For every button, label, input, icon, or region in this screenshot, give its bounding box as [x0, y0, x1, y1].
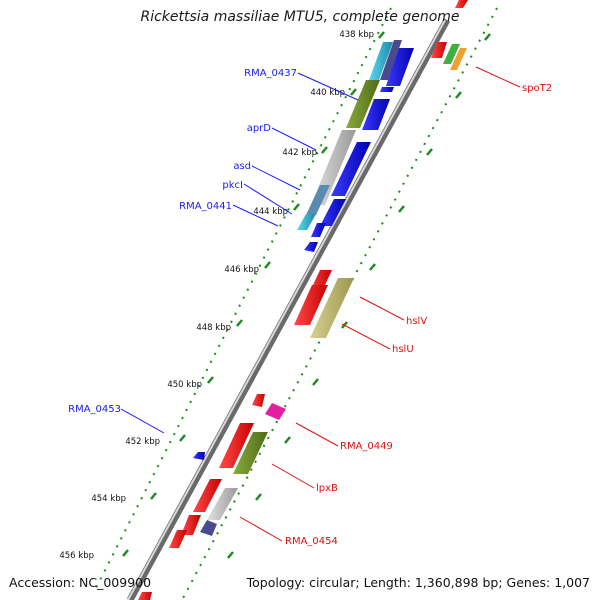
reverse-gene-labels: RMA_0437 aprD asd pkcI RMA_0441 RMA_0453: [68, 68, 297, 415]
forward-strand-genes: [138, 0, 468, 600]
gene-forward-big[interactable]: [219, 423, 254, 468]
tick-labels: 438 kbp 440 kbp 442 kbp 444 kbp 446 kbp …: [59, 30, 374, 561]
gene-forward-low-1[interactable]: [169, 530, 187, 548]
forward-gene-labels: spoT2 hslV hslU RMA_0449 lpxB RMA_0454: [285, 83, 552, 547]
tick-label-442: 442 kbp: [282, 148, 317, 158]
gene-forward-hslv-2[interactable]: [294, 285, 328, 325]
gene-forward-spot2[interactable]: [431, 42, 447, 58]
gene-cog-grey-lpxb[interactable]: [207, 488, 238, 520]
tick-label-454: 454 kbp: [91, 494, 126, 504]
tick-label-452: 452 kbp: [125, 437, 160, 447]
genome-backbone-highlight: [127, 19, 446, 600]
tick-label-446: 446 kbp: [224, 265, 259, 275]
reverse-callouts: [120, 72, 359, 434]
tick-track-inner: [94, 7, 392, 591]
gene-cog-steel[interactable]: [306, 185, 330, 215]
gene-forward-bottom[interactable]: [138, 592, 152, 600]
reverse-strand-genes: [193, 48, 414, 460]
gene-cog-orange-spot: [450, 48, 467, 70]
gene-label-pkci[interactable]: pkcI: [222, 180, 243, 191]
tick-label-456: 456 kbp: [59, 551, 94, 561]
gene-reverse-5[interactable]: [311, 223, 326, 237]
gene-forward-top-1[interactable]: [455, 0, 468, 8]
genome-summary-text: Topology: circular; Length: 1,360,898 bp…: [246, 575, 590, 590]
gene-reverse-2[interactable]: [380, 87, 394, 92]
tick-track-outer: [181, 7, 498, 600]
gene-cog-cyan-pkci[interactable]: [297, 214, 316, 230]
gene-cog-khaki-hsl[interactable]: [310, 278, 354, 338]
tick-label-448: 448 kbp: [196, 323, 231, 333]
gene-cog-green-spot: [443, 44, 460, 64]
gene-reverse-6[interactable]: [304, 242, 318, 252]
gene-label-lpxb[interactable]: lpxB: [316, 483, 338, 494]
gene-cog-cyan-top: [369, 42, 393, 80]
gene-forward-lpx-1[interactable]: [193, 479, 222, 512]
genome-backbone: [126, 18, 451, 600]
major-ticks: [122, 31, 491, 559]
gene-label-rma0441[interactable]: RMA_0441: [179, 201, 232, 212]
gene-label-hslv[interactable]: hslV: [406, 316, 427, 327]
accession-text: Accession: NC_009900: [9, 575, 152, 590]
gene-cog-green-lpxb[interactable]: [233, 432, 268, 474]
gene-reverse-1[interactable]: [386, 48, 414, 86]
gene-forward-rma0449[interactable]: [252, 394, 265, 407]
gene-cog-purple-top: [380, 40, 402, 80]
forward-cog-track: [200, 44, 467, 536]
gene-reverse-asd[interactable]: [331, 142, 371, 196]
gene-label-aprd[interactable]: aprD: [247, 123, 272, 134]
reverse-cog-track: [297, 40, 402, 230]
gene-label-rma0437[interactable]: RMA_0437: [244, 68, 297, 79]
gene-cog-magenta-rma0449[interactable]: [265, 403, 286, 420]
map-title: Rickettsia massiliae MTU5, complete geno…: [140, 9, 460, 25]
gene-label-asd[interactable]: asd: [233, 161, 251, 172]
gene-label-rma0454[interactable]: RMA_0454: [285, 536, 338, 547]
tick-label-444: 444 kbp: [253, 207, 288, 217]
tick-label-450: 450 kbp: [167, 380, 202, 390]
forward-callouts: [239, 66, 521, 542]
gene-cog-purple-rma0454[interactable]: [200, 520, 217, 536]
gene-label-hslu[interactable]: hslU: [392, 344, 414, 355]
gene-reverse-3[interactable]: [362, 99, 390, 130]
gene-reverse-4[interactable]: [320, 199, 346, 226]
gene-cog-green-rma0437[interactable]: [346, 80, 380, 128]
gene-reverse-rma0453[interactable]: [193, 452, 205, 460]
gene-label-rma0449[interactable]: RMA_0449: [340, 441, 393, 452]
tick-label-440: 440 kbp: [310, 88, 345, 98]
tick-label-438: 438 kbp: [339, 30, 374, 40]
gene-label-spot2[interactable]: spoT2: [522, 83, 552, 94]
gene-label-rma0453[interactable]: RMA_0453: [68, 404, 121, 415]
